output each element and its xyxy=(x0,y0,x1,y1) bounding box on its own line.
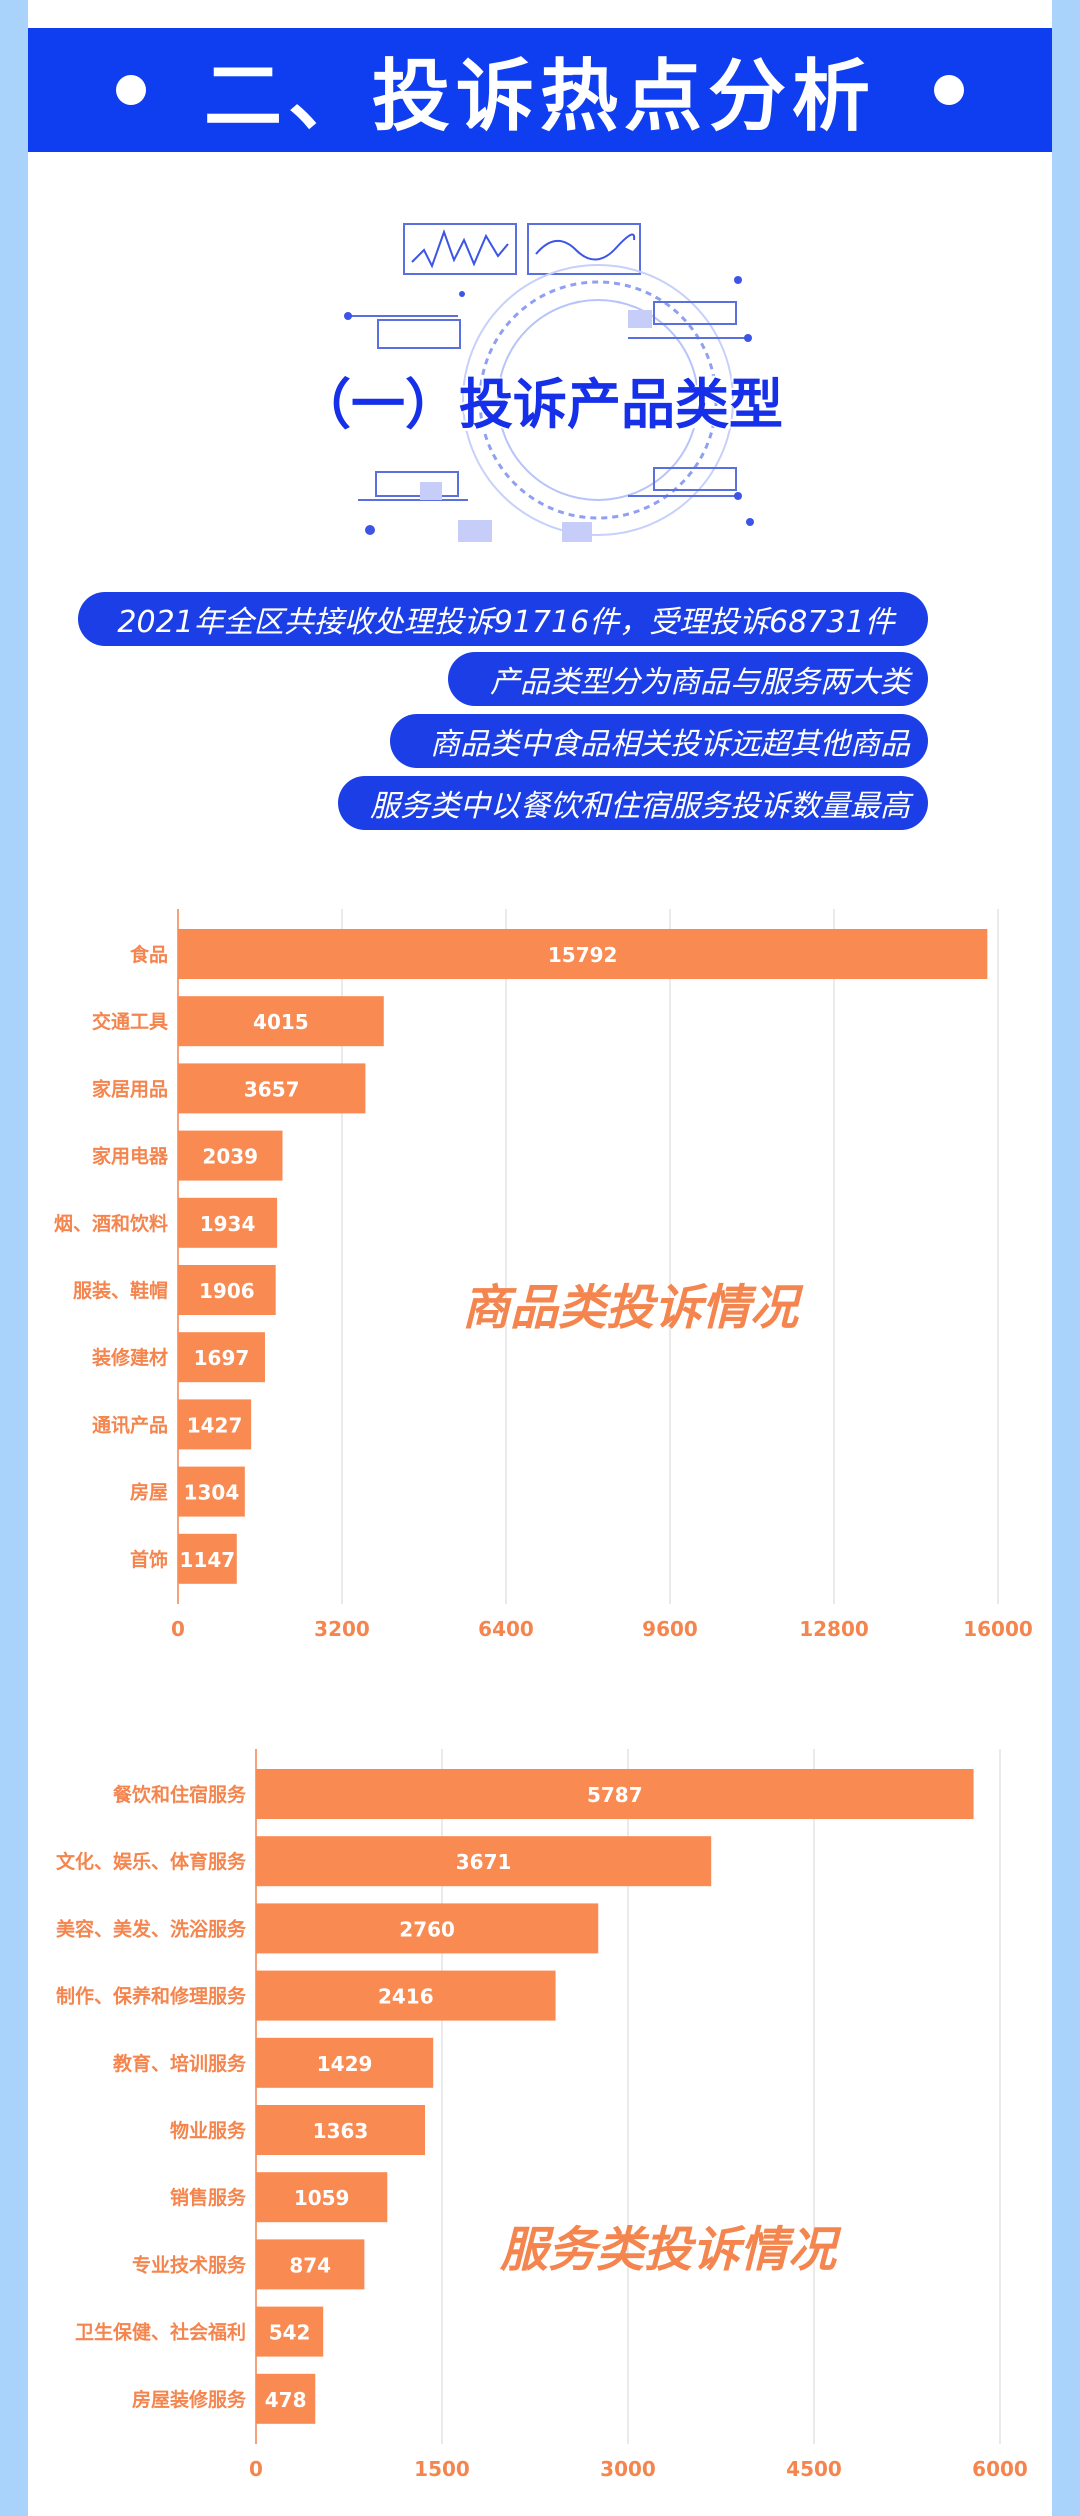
bar-value-label: 1906 xyxy=(199,1279,255,1303)
category-label: 服装、鞋帽 xyxy=(73,1279,168,1302)
bar-value-label: 874 xyxy=(289,2253,331,2277)
bar-value-label: 5787 xyxy=(587,1783,643,1807)
goods-complaints-chart: 0 3200 6400 9600 12800 16000 15792 食品 4015 交通工具 36… xyxy=(0,900,1080,1641)
category-label: 家用电器 xyxy=(92,1145,169,1168)
services-chart-svg: 0 1500 3000 4500 6000 5787 餐饮和住宿服务 3671 文化、娱乐、体育… xyxy=(56,1749,1028,2481)
bar xyxy=(256,2306,324,2357)
x-tick-label: 0 xyxy=(249,2457,263,2481)
bar xyxy=(178,996,384,1047)
goods-chart-svg: 0 3200 6400 9600 12800 16000 15792 食品 4015 交通工具 36… xyxy=(54,909,1033,1641)
highlight-pill-1: 2021年全区共接收处理投诉91716件，受理投诉68731件 xyxy=(78,592,928,646)
x-tick-label: 4500 xyxy=(786,2457,842,2481)
x-tick-label: 16000 xyxy=(963,1617,1033,1641)
bar-value-label: 4015 xyxy=(253,1010,309,1034)
bar xyxy=(178,929,988,979)
services-complaints-chart: 0 1500 3000 4500 6000 5787 餐饮和住宿服务 3671 文化、娱乐、体育… xyxy=(0,1740,1080,2481)
bar xyxy=(256,2172,388,2223)
bar-value-label: 2760 xyxy=(399,1917,455,1941)
services-chart-title: 服务类投诉情况 xyxy=(500,2222,837,2278)
content-panel: 二、投诉热点分析 （一）投诉产品类型 xyxy=(28,0,1052,2516)
section-title: 二、投诉热点分析 xyxy=(203,52,876,142)
x-tick-label: 3000 xyxy=(600,2457,656,2481)
category-label: 房屋 xyxy=(130,1481,168,1504)
bar-value-label: 15792 xyxy=(548,943,618,967)
bar-value-label: 1697 xyxy=(194,1346,250,1370)
bar xyxy=(256,1903,599,1954)
bar xyxy=(256,2037,434,2088)
bar-value-label: 1304 xyxy=(184,1481,240,1505)
category-label: 首饰 xyxy=(130,1548,168,1571)
bar xyxy=(256,2373,316,2424)
category-label: 美容、美发、洗浴服务 xyxy=(56,1917,247,1940)
bar xyxy=(178,1063,366,1114)
category-label: 教育、培训服务 xyxy=(113,2052,247,2075)
bar-value-label: 2039 xyxy=(202,1145,258,1169)
category-label: 食品 xyxy=(130,943,168,966)
bar-value-label: 1429 xyxy=(317,2052,373,2076)
bar xyxy=(178,1466,245,1517)
bar-value-label: 478 xyxy=(265,2388,307,2412)
bar-value-label: 1427 xyxy=(187,1413,243,1437)
bar xyxy=(256,2105,426,2155)
bar xyxy=(178,1265,276,1315)
bar xyxy=(256,1769,974,1819)
header-dot-right xyxy=(934,75,964,105)
category-label: 专业技术服务 xyxy=(132,2253,247,2276)
x-tick-label: 6400 xyxy=(478,1617,534,1641)
category-label: 文化、娱乐、体育服务 xyxy=(56,1850,247,1873)
bar-value-label: 2416 xyxy=(378,1985,434,2009)
tech-decoration-graphic xyxy=(344,223,754,542)
bar xyxy=(256,1836,712,1887)
x-tick-label: 3200 xyxy=(314,1617,370,1641)
x-tick-label: 1500 xyxy=(414,2457,470,2481)
highlight-pill-2: 产品类型分为商品与服务两大类 xyxy=(448,652,928,706)
category-label: 餐饮和住宿服务 xyxy=(113,1783,247,1806)
bar-value-label: 1059 xyxy=(294,2186,350,2210)
x-tick-label: 0 xyxy=(171,1617,185,1641)
highlight-pill-4: 服务类中以餐饮和住宿服务投诉数量最高 xyxy=(338,776,928,830)
subsection-title: （一）投诉产品类型 xyxy=(297,373,783,436)
section-header: 二、投诉热点分析 xyxy=(28,28,1052,152)
bar xyxy=(178,1332,265,1383)
bar xyxy=(178,1130,283,1181)
bar xyxy=(256,2239,365,2290)
bar-value-label: 542 xyxy=(269,2321,311,2345)
x-tick-label: 9600 xyxy=(642,1617,698,1641)
bar xyxy=(178,1399,252,1450)
header-dot-left xyxy=(116,75,146,105)
category-label: 房屋装修服务 xyxy=(132,2388,247,2411)
x-tick-label: 6000 xyxy=(972,2457,1028,2481)
category-label: 通讯产品 xyxy=(92,1413,168,1436)
category-label: 装修建材 xyxy=(91,1346,168,1369)
highlight-pill-3: 商品类中食品相关投诉远超其他商品 xyxy=(390,714,928,768)
category-label: 制作、保养和修理服务 xyxy=(56,1985,247,2008)
category-label: 卫生保健、社会福利 xyxy=(75,2321,246,2344)
category-label: 销售服务 xyxy=(170,2186,247,2209)
goods-chart-title: 商品类投诉情况 xyxy=(462,1280,799,1336)
bar xyxy=(178,1197,278,1248)
bar-value-label: 3671 xyxy=(456,1850,512,1874)
category-label: 交通工具 xyxy=(92,1010,168,1033)
category-label: 烟、酒和饮料 xyxy=(54,1212,168,1235)
bar-value-label: 1363 xyxy=(313,2119,369,2143)
bar xyxy=(178,1533,237,1584)
bar-value-label: 1147 xyxy=(180,1548,236,1572)
category-label: 家居用品 xyxy=(92,1077,168,1100)
category-label: 物业服务 xyxy=(170,2119,247,2142)
bar-value-label: 3657 xyxy=(244,1077,300,1101)
bar xyxy=(256,1970,556,2021)
x-tick-label: 12800 xyxy=(799,1617,869,1641)
bar-value-label: 1934 xyxy=(200,1212,256,1236)
